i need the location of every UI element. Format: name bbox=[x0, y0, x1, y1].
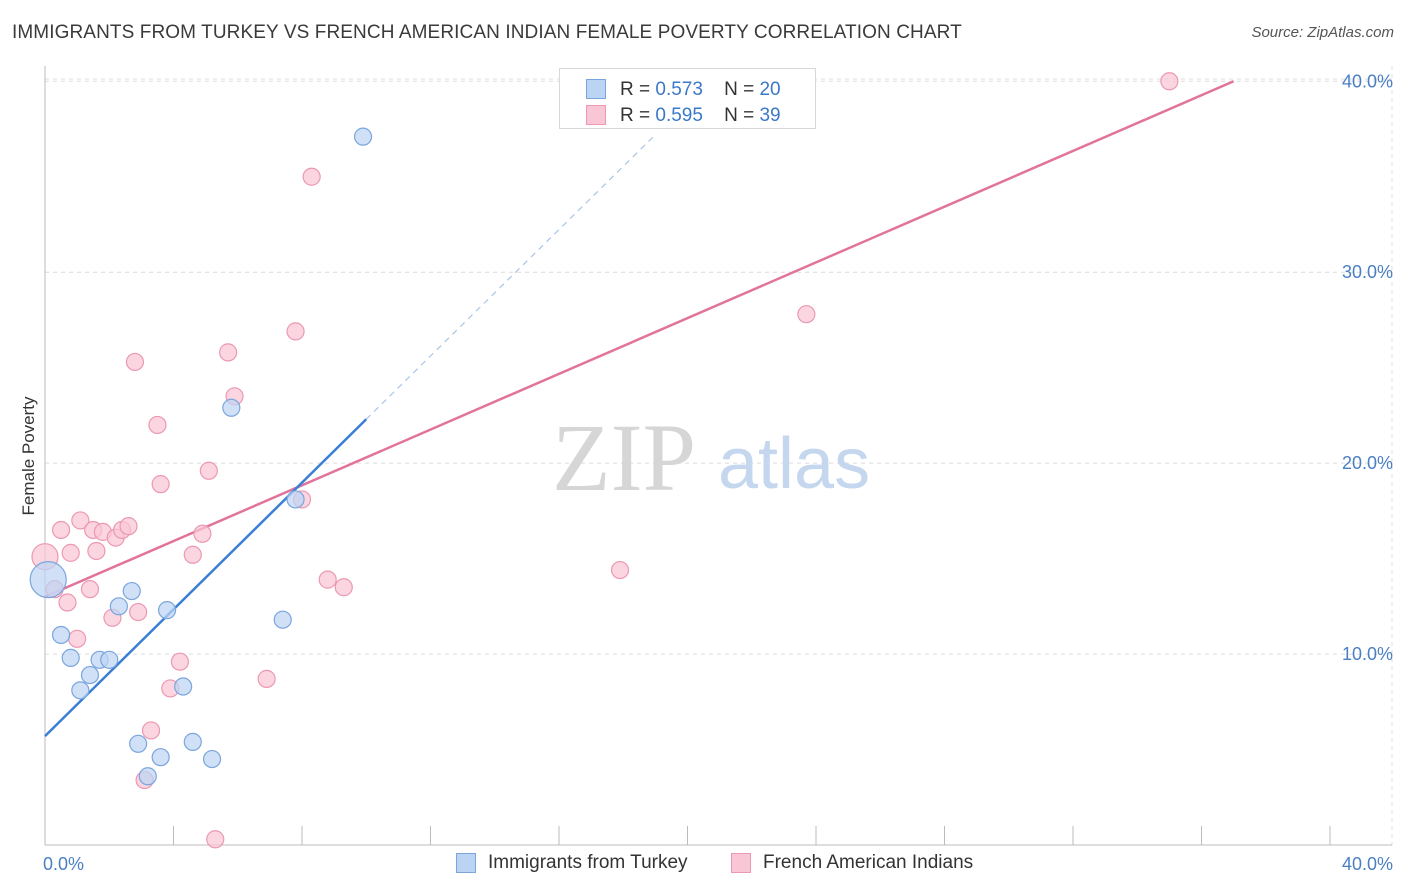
point-french bbox=[80, 580, 100, 599]
legend-n-value: 20 bbox=[759, 79, 781, 100]
legend-swatch-blue bbox=[586, 79, 606, 99]
point-turkey bbox=[138, 767, 157, 786]
bottom-legend-label-french: French American Indians bbox=[763, 852, 974, 873]
watermark-zip: ZIP bbox=[552, 404, 696, 511]
point-turkey bbox=[122, 581, 141, 601]
point-turkey bbox=[109, 597, 128, 616]
point-french bbox=[129, 602, 148, 622]
point-french bbox=[199, 461, 218, 480]
trend-lines bbox=[44, 80, 1235, 738]
source-label: Source: ZipAtlas.com bbox=[1251, 24, 1394, 41]
point-turkey bbox=[80, 665, 100, 685]
watermark: ZIP atlas bbox=[552, 404, 870, 511]
point-french bbox=[61, 543, 80, 562]
axes bbox=[44, 66, 1392, 846]
x-tick-label: 40.0% bbox=[1342, 854, 1393, 874]
point-french bbox=[318, 570, 337, 589]
point-turkey bbox=[151, 748, 170, 767]
point-french bbox=[68, 629, 87, 648]
point-french bbox=[193, 524, 212, 543]
point-french bbox=[151, 475, 170, 494]
point-french bbox=[334, 578, 353, 597]
bottom-legend-label-turkey: Immigrants from Turkey bbox=[488, 852, 688, 873]
point-french bbox=[286, 322, 305, 341]
point-turkey bbox=[129, 734, 148, 753]
legend-n-label: N = bbox=[724, 105, 755, 126]
point-turkey bbox=[51, 625, 71, 645]
point-french bbox=[141, 721, 161, 740]
data-points bbox=[29, 72, 1179, 849]
point-turkey bbox=[100, 650, 119, 669]
point-french bbox=[219, 343, 238, 362]
point-turkey bbox=[202, 749, 222, 769]
point-turkey bbox=[61, 648, 80, 667]
legend-text-french: R = 0.595 N = 39 bbox=[620, 105, 781, 127]
y-tick-label: 40.0% bbox=[1342, 71, 1393, 91]
x-tick-label: 0.0% bbox=[43, 854, 84, 874]
legend-n-label: N = bbox=[724, 79, 755, 100]
legend-r-label: R = bbox=[620, 79, 651, 100]
point-turkey bbox=[273, 610, 292, 629]
point-french bbox=[125, 352, 145, 372]
legend-text-turkey: R = 0.573 N = 20 bbox=[620, 79, 781, 101]
point-french bbox=[183, 545, 202, 564]
watermark-atlas: atlas bbox=[718, 424, 870, 504]
point-turkey bbox=[71, 681, 90, 700]
legend-swatch-pink bbox=[586, 105, 606, 125]
legend-r-label: R = bbox=[620, 105, 651, 126]
legend-n-value: 39 bbox=[759, 105, 781, 126]
point-turkey bbox=[174, 677, 193, 696]
point-french bbox=[206, 830, 225, 849]
point-turkey bbox=[286, 490, 305, 509]
correlation-legend: R = 0.573 N = 20 R = 0.595 N = 39 bbox=[559, 68, 816, 129]
point-french bbox=[71, 511, 90, 530]
legend-r-value: 0.573 bbox=[655, 79, 703, 100]
y-axis-label: Female Poverty bbox=[19, 396, 38, 516]
point-french bbox=[148, 415, 167, 435]
point-french bbox=[87, 541, 106, 561]
point-french bbox=[1160, 72, 1179, 91]
point-french bbox=[170, 652, 190, 671]
point-turkey bbox=[353, 127, 373, 146]
point-french bbox=[58, 593, 77, 612]
point-turkey bbox=[183, 732, 202, 751]
point-french bbox=[302, 167, 321, 186]
trend-line-french bbox=[44, 80, 1235, 598]
y-tick-label: 20.0% bbox=[1342, 453, 1393, 473]
tick-labels: 10.0% 20.0% 30.0% 40.0% 0.0% 40.0% bbox=[43, 71, 1393, 874]
point-french bbox=[257, 669, 276, 688]
y-tick-label: 10.0% bbox=[1342, 644, 1393, 664]
chart-title: IMMIGRANTS FROM TURKEY VS FRENCH AMERICA… bbox=[12, 22, 962, 43]
point-french bbox=[119, 517, 138, 536]
point-french bbox=[797, 305, 816, 324]
trend-line-turkey bbox=[44, 418, 368, 738]
point-turkey bbox=[29, 561, 67, 599]
point-turkey bbox=[222, 398, 241, 417]
y-tick-label: 30.0% bbox=[1342, 262, 1393, 282]
point-french bbox=[51, 520, 71, 540]
point-turkey bbox=[157, 601, 177, 620]
legend-r-value: 0.595 bbox=[655, 105, 703, 126]
gridlines bbox=[45, 66, 1393, 845]
trend-line-turkey-extension bbox=[365, 134, 656, 420]
point-french bbox=[610, 560, 630, 580]
bottom-legend-swatch-blue bbox=[456, 853, 476, 873]
bottom-legend-swatch-pink bbox=[731, 853, 751, 873]
